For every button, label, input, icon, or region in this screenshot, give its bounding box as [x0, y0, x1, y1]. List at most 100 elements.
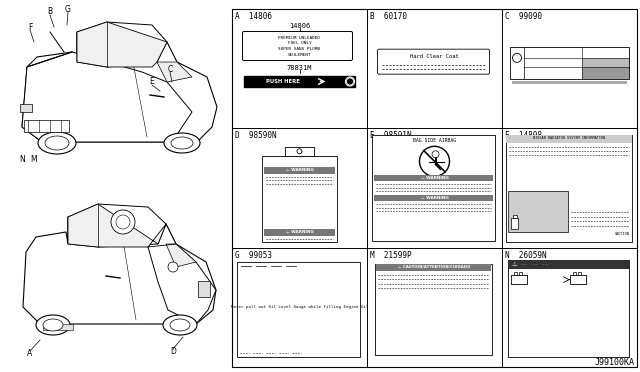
Circle shape — [346, 77, 355, 86]
Bar — [578, 272, 581, 275]
Bar — [244, 76, 355, 87]
Circle shape — [168, 262, 178, 272]
Text: N: N — [19, 154, 25, 164]
Bar — [237, 262, 360, 357]
Text: CAUTION: CAUTION — [615, 232, 630, 236]
Text: B: B — [47, 7, 52, 16]
Polygon shape — [157, 62, 192, 82]
Text: 78831M: 78831M — [287, 65, 312, 71]
Bar — [514, 272, 517, 275]
Bar — [506, 135, 632, 143]
Bar — [508, 260, 629, 357]
Bar — [374, 195, 493, 201]
Circle shape — [297, 149, 302, 154]
Text: F: F — [28, 22, 32, 32]
Text: C  99090: C 99090 — [505, 12, 542, 21]
Polygon shape — [23, 217, 216, 324]
Bar — [582, 67, 629, 78]
Text: A  14806: A 14806 — [235, 12, 272, 21]
Text: PREMIUM UNLEADED: PREMIUM UNLEADED — [278, 36, 321, 40]
Text: M  21599P: M 21599P — [370, 251, 412, 260]
Bar — [573, 272, 576, 275]
Circle shape — [111, 210, 135, 234]
Ellipse shape — [38, 132, 76, 154]
Text: D  98590N: D 98590N — [235, 131, 276, 140]
Bar — [512, 81, 627, 84]
Bar — [232, 9, 637, 367]
Bar — [375, 264, 492, 355]
FancyBboxPatch shape — [378, 49, 490, 74]
Bar — [262, 156, 337, 242]
Bar — [24, 120, 69, 132]
Text: D: D — [170, 347, 176, 356]
Ellipse shape — [43, 319, 63, 331]
Bar — [376, 264, 491, 271]
Polygon shape — [148, 224, 216, 324]
Bar — [582, 58, 629, 67]
Text: ⚠ CAUTION/ATTENTION/CUIDADO: ⚠ CAUTION/ATTENTION/CUIDADO — [398, 265, 470, 269]
Bar — [511, 218, 518, 229]
Ellipse shape — [171, 137, 193, 149]
Ellipse shape — [163, 315, 197, 335]
Text: 14806: 14806 — [289, 23, 310, 29]
Ellipse shape — [170, 319, 190, 331]
Text: ⚠ WARNING: ⚠ WARNING — [420, 176, 449, 180]
Bar — [511, 275, 527, 284]
Bar — [508, 260, 629, 269]
Text: M: M — [31, 154, 37, 164]
Text: Hard Clear Coat: Hard Clear Coat — [410, 54, 459, 59]
Text: G  99053: G 99053 — [235, 251, 272, 260]
Circle shape — [346, 78, 353, 85]
Polygon shape — [22, 32, 217, 142]
Text: E  98591N: E 98591N — [370, 131, 412, 140]
Bar — [374, 175, 493, 181]
Text: G: G — [65, 4, 71, 13]
Text: ---  ---  ---: --- --- --- — [521, 262, 548, 266]
Circle shape — [419, 146, 449, 176]
Text: F  14808: F 14808 — [505, 131, 542, 140]
Text: A: A — [28, 350, 33, 359]
Text: ⚠ WARNING: ⚠ WARNING — [420, 196, 449, 201]
Bar — [264, 167, 335, 174]
Text: PUSH HERE: PUSH HERE — [266, 79, 300, 84]
Bar — [513, 215, 516, 218]
FancyBboxPatch shape — [243, 32, 353, 61]
Text: Never pull out Oil Level Gauge while filling Engine Oil: Never pull out Oil Level Gauge while fil… — [231, 305, 368, 310]
Bar — [198, 281, 210, 297]
Circle shape — [432, 151, 439, 158]
Ellipse shape — [164, 133, 200, 153]
Text: ⚠ WARNING: ⚠ WARNING — [285, 230, 314, 234]
Bar — [285, 147, 314, 156]
Ellipse shape — [45, 136, 69, 150]
Polygon shape — [166, 244, 196, 267]
Bar — [510, 46, 629, 78]
Text: ⚠ WARNING: ⚠ WARNING — [285, 168, 314, 172]
Bar — [264, 229, 335, 236]
Bar — [519, 272, 522, 275]
Polygon shape — [77, 22, 167, 67]
Bar — [506, 135, 632, 242]
Bar — [508, 191, 568, 232]
Text: SEULEMENT: SEULEMENT — [288, 52, 311, 57]
Text: C: C — [168, 64, 173, 74]
Text: E: E — [150, 77, 154, 87]
Polygon shape — [68, 204, 166, 247]
Polygon shape — [68, 204, 166, 247]
Text: SUPER SANS PLOMB: SUPER SANS PLOMB — [278, 47, 321, 51]
Text: NISSAN RADIATOR SYSTEM INFORMATION: NISSAN RADIATOR SYSTEM INFORMATION — [533, 136, 605, 140]
Text: FUEL ONLY: FUEL ONLY — [288, 42, 311, 45]
Polygon shape — [77, 22, 167, 67]
Text: N  26059N: N 26059N — [505, 251, 547, 260]
Text: ⚠: ⚠ — [512, 262, 518, 267]
Text: J99100KA: J99100KA — [595, 358, 635, 367]
Circle shape — [513, 53, 522, 62]
Bar — [570, 275, 586, 284]
Bar — [372, 135, 495, 241]
Ellipse shape — [36, 315, 70, 335]
Bar — [43, 324, 73, 330]
Circle shape — [116, 215, 130, 229]
Bar — [20, 104, 32, 112]
Text: BAG SIDE AIRBAG: BAG SIDE AIRBAG — [413, 138, 456, 143]
Polygon shape — [22, 52, 192, 142]
Text: B  60170: B 60170 — [370, 12, 407, 21]
